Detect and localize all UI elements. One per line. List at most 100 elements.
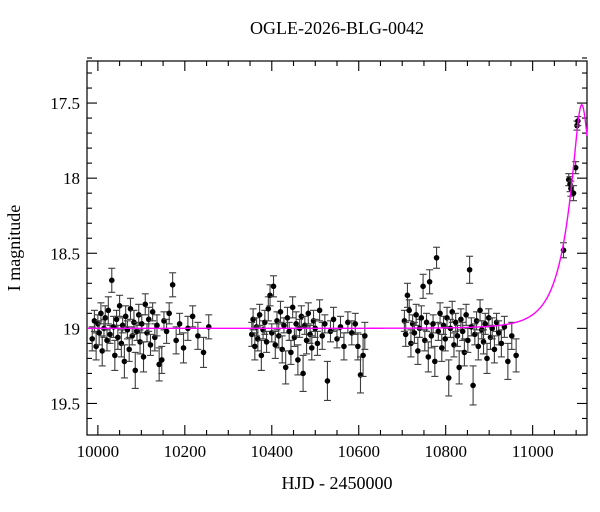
- data-point: [276, 300, 284, 323]
- data-point: [476, 299, 484, 322]
- data-point: [500, 315, 508, 338]
- data-point: [361, 321, 369, 350]
- data-point: [450, 332, 458, 358]
- data-point: [146, 333, 154, 356]
- data-point: [464, 327, 472, 353]
- data-point: [481, 312, 489, 335]
- data-point: [254, 326, 262, 352]
- y-tick-label: 17.5: [50, 94, 80, 113]
- data-point: [287, 339, 295, 365]
- data-point: [176, 312, 184, 335]
- data-point: [354, 332, 362, 361]
- data-point: [101, 305, 109, 331]
- data-point: [205, 314, 213, 340]
- data-point: [457, 308, 465, 331]
- data-point: [104, 296, 112, 325]
- data-point: [256, 303, 264, 326]
- data-point: [125, 336, 133, 362]
- data-point: [180, 332, 188, 364]
- data-point: [403, 282, 411, 308]
- chart-title: OGLE-2026-BLG-0042: [250, 18, 424, 38]
- data-point: [402, 321, 410, 347]
- x-tick-label: 10000: [77, 442, 120, 461]
- data-point: [421, 329, 429, 352]
- data-point: [316, 299, 324, 322]
- data-point: [433, 246, 441, 269]
- data-point: [474, 332, 482, 361]
- data-point: [436, 302, 444, 325]
- data-point: [321, 314, 329, 334]
- data-point: [116, 294, 124, 317]
- data-point: [95, 320, 103, 346]
- data-point: [434, 321, 442, 341]
- data-point: [263, 330, 271, 353]
- data-point: [323, 360, 331, 402]
- data-point: [480, 329, 488, 355]
- data-point: [466, 255, 474, 284]
- data-point: [336, 315, 344, 338]
- data-point: [304, 302, 312, 325]
- y-axis-label: I magnitude: [4, 205, 24, 291]
- model-curve: [87, 103, 588, 330]
- data-points-series: [88, 116, 582, 406]
- data-point: [278, 335, 286, 364]
- data-point: [504, 342, 512, 380]
- data-point: [445, 359, 453, 397]
- x-tick-label: 10800: [424, 442, 467, 461]
- data-point: [299, 354, 307, 392]
- data-point: [158, 345, 166, 374]
- data-point: [359, 333, 367, 377]
- data-point: [412, 303, 420, 326]
- data-point: [268, 323, 276, 343]
- y-tick-label: 18.5: [50, 244, 80, 263]
- data-point: [462, 303, 470, 326]
- data-point: [120, 344, 128, 379]
- data-point: [431, 345, 439, 377]
- data-point: [490, 335, 498, 364]
- data-point: [108, 267, 116, 293]
- data-point: [292, 311, 300, 337]
- data-point: [570, 185, 578, 202]
- plot-frame: [86, 60, 588, 436]
- axis-ticks: [87, 57, 587, 435]
- data-point: [131, 351, 139, 389]
- data-point: [344, 311, 352, 334]
- data-point: [111, 339, 119, 371]
- data-point: [249, 308, 257, 331]
- data-point: [153, 314, 161, 337]
- data-point: [414, 336, 422, 365]
- data-point: [117, 329, 125, 358]
- data-point: [483, 342, 491, 374]
- x-tick-label: 10600: [337, 442, 380, 461]
- data-point: [140, 341, 148, 373]
- data-point: [98, 335, 106, 367]
- y-tick-label: 18: [63, 169, 80, 188]
- data-point: [257, 339, 265, 371]
- data-point: [508, 321, 516, 350]
- data-point: [189, 305, 197, 328]
- data-point: [103, 329, 111, 352]
- x-tick-label: 10200: [164, 442, 207, 461]
- data-point: [419, 273, 427, 299]
- data-point: [497, 329, 505, 358]
- data-point: [149, 302, 157, 322]
- data-point: [429, 314, 437, 334]
- data-point: [97, 302, 105, 325]
- data-point: [172, 326, 180, 355]
- x-tick-label: 10400: [251, 442, 294, 461]
- data-point: [308, 335, 316, 361]
- data-point: [264, 296, 272, 322]
- y-tick-label: 19: [63, 319, 80, 338]
- data-point: [405, 299, 413, 322]
- data-point: [469, 365, 477, 406]
- data-point: [273, 311, 281, 331]
- data-point: [271, 330, 279, 359]
- data-point: [453, 324, 461, 347]
- data-point: [333, 329, 341, 349]
- y-tick-label: 19.5: [50, 394, 80, 413]
- data-point: [251, 332, 259, 361]
- data-point: [303, 326, 311, 355]
- data-point: [455, 350, 463, 385]
